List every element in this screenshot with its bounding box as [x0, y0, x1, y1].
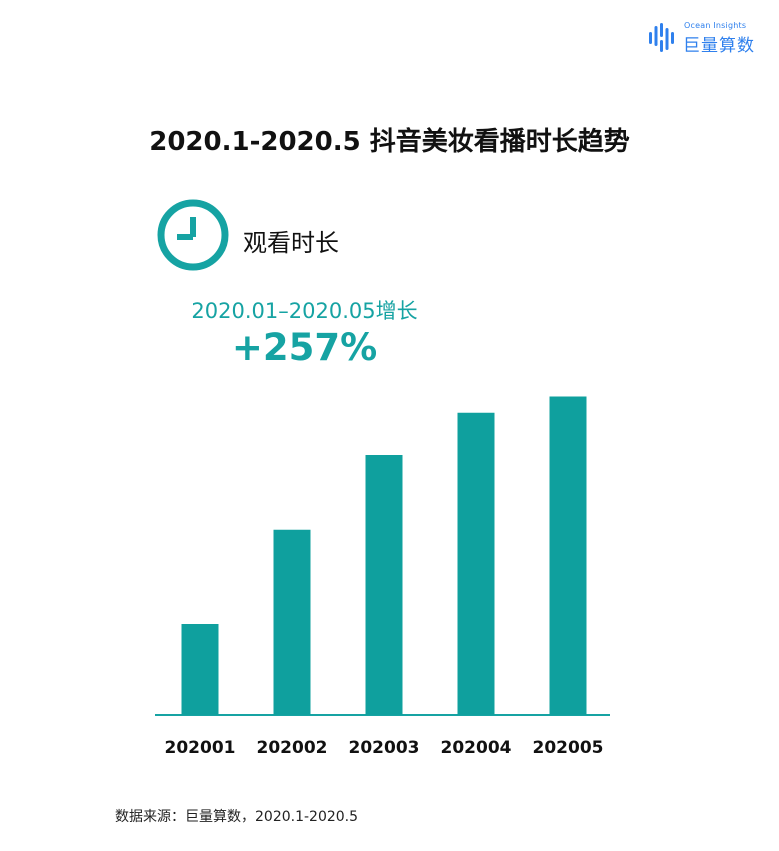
x-tick-label-202003: 202003 — [349, 738, 420, 758]
x-tick-label-202005: 202005 — [533, 738, 604, 758]
bar-202002 — [273, 529, 311, 715]
x-tick-label-202004: 202004 — [441, 738, 512, 758]
x-tick-label-202002: 202002 — [257, 738, 328, 758]
growth-period-text: 2020.01–2020.05增长 — [191, 299, 418, 323]
brand-logo: Ocean Insights 巨量算数 — [648, 20, 760, 56]
growth-value-text: +257% — [231, 326, 378, 369]
growth-value: +257% — [0, 326, 779, 369]
bar-group — [181, 396, 587, 715]
bar-202003 — [365, 455, 403, 715]
ocean-insights-logo-icon — [649, 23, 674, 52]
clock-icon — [157, 199, 229, 271]
page-title: 2020.1-2020.5 抖音美妆看播时长趋势 — [149, 127, 630, 157]
bar-202004 — [457, 412, 495, 715]
metric-label: 观看时长 — [243, 229, 339, 257]
data-source-note: 数据来源：巨量算数，2020.1-2020.5 — [115, 809, 359, 825]
x-tick-labels: 202001 202002 202003 202004 202005 — [165, 738, 604, 758]
x-tick-label-202001: 202001 — [165, 738, 236, 758]
bar-202005 — [549, 396, 587, 715]
logo-text-cn: 巨量算数 — [683, 36, 755, 56]
bar-202001 — [181, 624, 219, 715]
logo-text-en: Ocean Insights — [684, 21, 747, 30]
growth-period: 2020.01–2020.05增长 — [0, 295, 779, 325]
